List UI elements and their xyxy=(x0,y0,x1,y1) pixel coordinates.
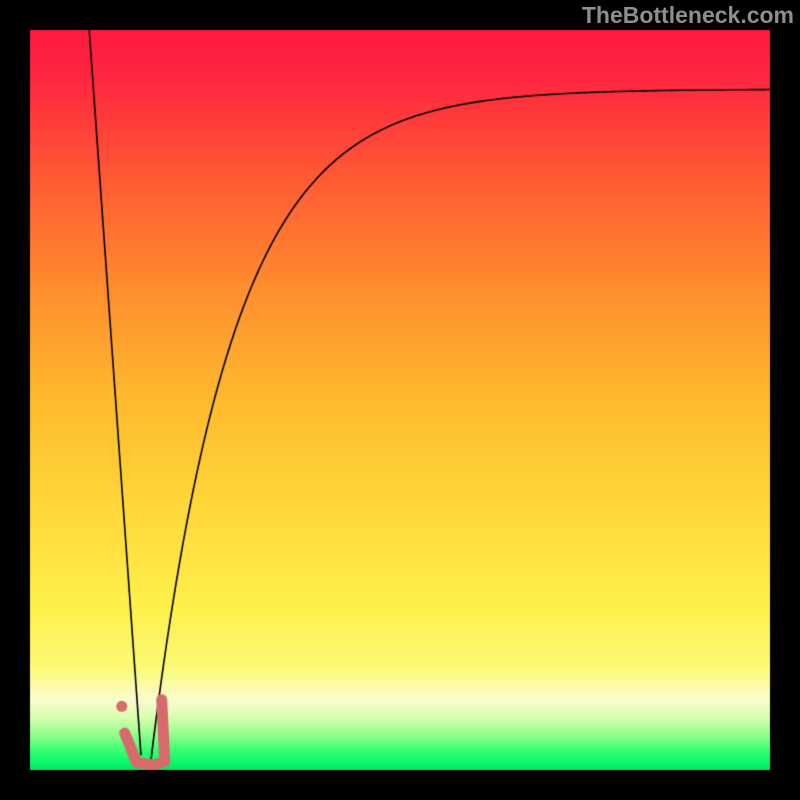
chart-container: TheBottleneck.com xyxy=(0,0,800,800)
bottleneck-chart xyxy=(0,0,800,800)
watermark-text: TheBottleneck.com xyxy=(582,2,794,29)
